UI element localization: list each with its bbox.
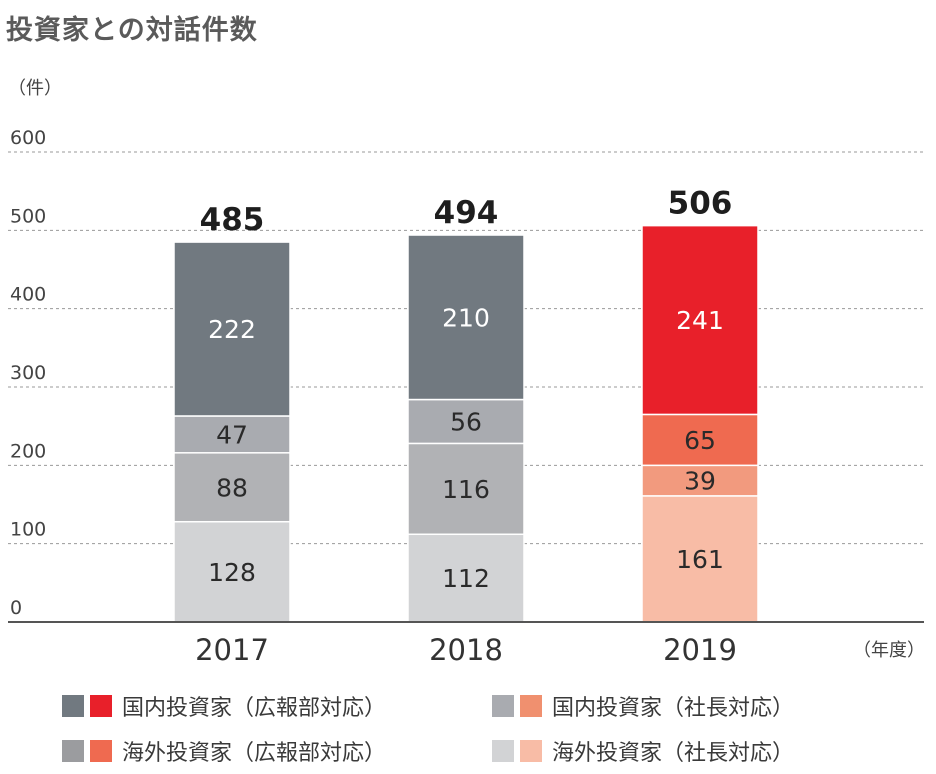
bar-total-label: 506 — [668, 186, 733, 222]
bar-value-label: 112 — [442, 564, 490, 593]
bar-value-label: 56 — [450, 407, 482, 436]
y-tick-label: 100 — [10, 519, 46, 541]
bar-value-label: 39 — [684, 467, 716, 496]
bar-segment — [173, 452, 291, 523]
bar-value-label: 65 — [684, 426, 716, 455]
bar-value-label: 47 — [216, 420, 248, 449]
bar-value-label: 161 — [676, 545, 724, 574]
y-tick-label: 400 — [10, 284, 46, 306]
bar-value-label: 128 — [208, 558, 256, 587]
y-tick-label: 0 — [10, 597, 22, 619]
bar-value-label: 88 — [216, 473, 248, 502]
bar-segment — [641, 224, 759, 416]
y-axis-unit-label: （件） — [8, 78, 62, 99]
y-tick-label: 500 — [10, 205, 46, 227]
bar-segment — [173, 520, 291, 623]
bar-segment — [641, 464, 759, 497]
x-tick-label: 2019 — [663, 633, 737, 667]
bar-total-label: 494 — [434, 195, 499, 231]
y-tick-label: 300 — [10, 362, 46, 384]
bar-segment — [173, 241, 291, 417]
bar-value-label: 116 — [442, 475, 490, 504]
bar-segment — [641, 413, 759, 467]
bar-total-label: 485 — [200, 202, 265, 238]
chart-title: 投資家との対話件数 — [6, 15, 258, 46]
bar-segment — [641, 495, 759, 623]
bar-value-label: 222 — [208, 315, 256, 344]
x-tick-label: 2017 — [195, 633, 269, 667]
bar-value-label: 210 — [442, 303, 490, 332]
x-axis-unit-label: （年度） — [853, 640, 925, 661]
bar-segment — [407, 234, 525, 401]
bar-value-label: 241 — [676, 306, 724, 335]
y-tick-label: 200 — [10, 440, 46, 462]
y-tick-label: 600 — [10, 127, 46, 149]
bar-segment — [407, 398, 525, 445]
x-tick-label: 2018 — [429, 633, 503, 667]
